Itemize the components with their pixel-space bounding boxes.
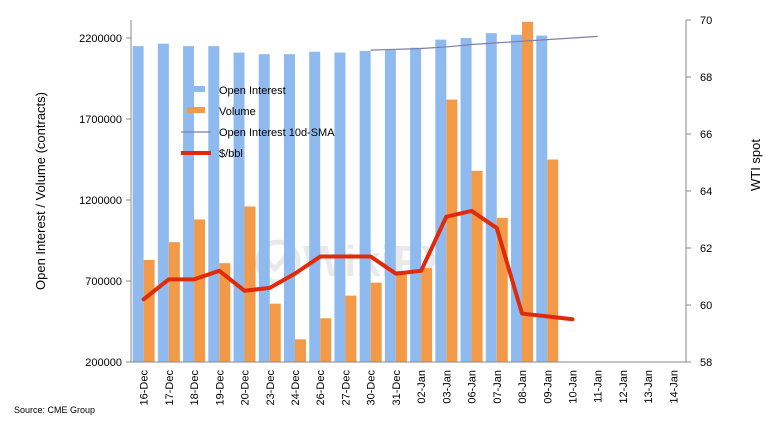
x-tick-label: 06-Jan bbox=[467, 370, 479, 404]
x-tick-label: 18-Dec bbox=[189, 370, 201, 406]
volume-bar bbox=[421, 268, 433, 362]
x-tick-label: 10-Jan bbox=[567, 370, 579, 404]
x-tick-label: 23-Dec bbox=[265, 370, 277, 406]
x-tick-label: 27-Dec bbox=[340, 370, 352, 406]
open-interest-bar bbox=[233, 52, 245, 362]
y2-tick-label: 66 bbox=[700, 129, 712, 141]
y-tick-label: 700000 bbox=[85, 276, 122, 288]
open-interest-bar bbox=[410, 47, 422, 362]
y-tick-label: 1200000 bbox=[79, 195, 122, 207]
y-tick-label: 200000 bbox=[85, 357, 122, 369]
volume-bar bbox=[522, 21, 534, 363]
open-interest-bar bbox=[183, 46, 195, 362]
open-interest-bar bbox=[283, 54, 295, 362]
x-tick-label: 17-Dec bbox=[164, 370, 176, 406]
volume-bar bbox=[471, 170, 483, 362]
x-tick-label: 09-Jan bbox=[542, 370, 554, 404]
volume-bar bbox=[345, 295, 357, 362]
x-tick-label: 12-Jan bbox=[618, 370, 630, 404]
open-interest-bar bbox=[536, 35, 548, 362]
open-interest-bar bbox=[258, 54, 270, 362]
volume-bar bbox=[496, 217, 508, 362]
legend-swatch-open-interest bbox=[187, 86, 205, 92]
x-tick-label: 26-Dec bbox=[315, 370, 327, 406]
y2-tick-label: 68 bbox=[700, 72, 712, 84]
open-interest-bar bbox=[157, 43, 169, 363]
wti-price-line bbox=[141, 208, 575, 322]
volume-bar bbox=[168, 242, 180, 362]
open-interest-bar bbox=[435, 39, 447, 363]
volume-bar bbox=[143, 259, 155, 362]
bars-layer bbox=[132, 21, 559, 363]
volume-bar bbox=[194, 219, 206, 362]
legend-label: Volume bbox=[219, 106, 256, 118]
open-interest-bar bbox=[359, 50, 371, 363]
x-tick-label: 16-Dec bbox=[139, 370, 151, 406]
x-tick-label: 19-Dec bbox=[214, 370, 226, 406]
x-tick-label: 31-Dec bbox=[391, 370, 403, 406]
y2-tick-label: 60 bbox=[700, 300, 712, 312]
y2-tick-label: 62 bbox=[700, 243, 712, 255]
y-tick-label: 2200000 bbox=[79, 33, 122, 45]
open-interest-bar bbox=[309, 51, 321, 363]
y-axis-title: Open Interest / Volume (contracts) bbox=[33, 92, 48, 290]
volume-bar bbox=[395, 271, 407, 362]
volume-bar bbox=[547, 159, 559, 362]
y-ticks: 200000 700000 1200000 1700000 2200000 bbox=[79, 33, 131, 369]
legend-label: $/bbl bbox=[219, 148, 243, 160]
source-note: Source: CME Group bbox=[14, 405, 95, 415]
volume-bar bbox=[269, 303, 281, 362]
open-interest-bar bbox=[132, 46, 144, 362]
legend: Open Interest Volume Open Interest 10d-SMA… bbox=[181, 85, 335, 160]
legend-label: Open Interest 10d-SMA bbox=[219, 127, 335, 139]
y2-tick-label: 64 bbox=[700, 186, 712, 198]
legend-label: Open Interest bbox=[219, 85, 286, 97]
x-tick-label: 14-Jan bbox=[668, 370, 680, 404]
x-tick-label: 03-Jan bbox=[441, 370, 453, 404]
volume-bar bbox=[244, 206, 256, 362]
open-interest-bar bbox=[384, 50, 396, 363]
x-tick-label: 07-Jan bbox=[492, 370, 504, 404]
x-tick-label: 08-Jan bbox=[517, 370, 529, 404]
x-tick-label: 30-Dec bbox=[366, 370, 378, 406]
x-tick-label: 02-Jan bbox=[416, 370, 428, 404]
open-interest-sma-line bbox=[370, 35, 598, 51]
volume-bar bbox=[370, 282, 382, 362]
y2-tick-label: 70 bbox=[700, 15, 712, 27]
open-interest-bar bbox=[485, 33, 497, 362]
open-interest-bar bbox=[460, 38, 472, 362]
volume-bar bbox=[446, 99, 458, 362]
open-interest-bar bbox=[511, 34, 523, 362]
open-interest-bar bbox=[208, 46, 220, 362]
y2-axis-title: WTI spot bbox=[748, 139, 763, 191]
volume-bar bbox=[320, 318, 332, 362]
x-tick-label: 24-Dec bbox=[290, 370, 302, 406]
x-tick-label: 20-Dec bbox=[240, 370, 252, 406]
x-tick-label: 11-Jan bbox=[593, 370, 605, 403]
legend-swatch-volume bbox=[187, 107, 205, 113]
x-tick-label: 13-Jan bbox=[643, 370, 655, 404]
y-tick-label: 1700000 bbox=[79, 114, 122, 126]
volume-bar bbox=[219, 263, 231, 362]
volume-bar bbox=[294, 339, 306, 362]
lines-layer bbox=[141, 35, 598, 322]
x-ticks: 16-Dec 17-Dec 18-Dec 19-Dec 20-Dec 23-Dec 24-D… bbox=[139, 370, 681, 406]
y2-ticks: 58 60 62 64 66 68 70 bbox=[686, 15, 712, 369]
y2-tick-label: 58 bbox=[700, 357, 712, 369]
open-interest-bar bbox=[334, 52, 346, 362]
